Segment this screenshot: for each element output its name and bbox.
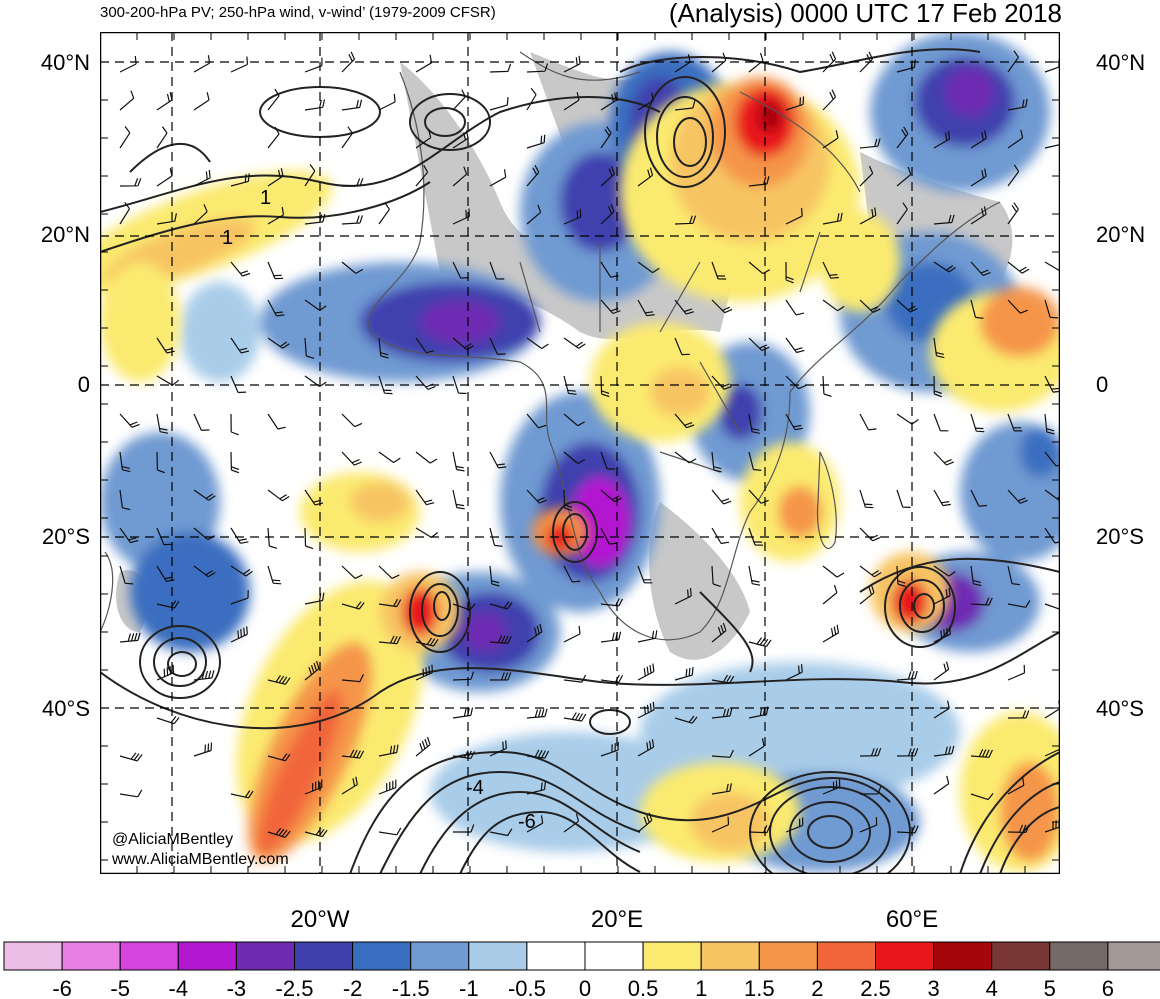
colorbar-box [410, 941, 470, 971]
colorbar-label: 6 [1102, 976, 1114, 999]
colorbar-box [642, 941, 702, 971]
colorbar-label: 1 [695, 976, 707, 999]
colorbar-label: 5 [1044, 976, 1056, 999]
colorbar-box [235, 941, 295, 971]
lon-label-60e: 60°E [885, 906, 939, 933]
colorbar-labels: -6 -5 -4 -3 -2.5 -2 -1.5 -1 -0.5 0 0.5 1 1.5 2 2.5 3 4 5 6 [52, 976, 1114, 999]
colorbar-label: -4 [169, 976, 189, 999]
lat-lon-grid [100, 32, 1060, 874]
credit-site: www.AliciaMBentley.com [111, 851, 289, 868]
colorbar-box [177, 941, 237, 971]
frame-ticks [100, 32, 1060, 874]
colorbar-box [758, 941, 818, 971]
credit-handle: @AliciaMBentley [112, 831, 233, 848]
coastlines [100, 51, 1001, 641]
lat-label-40n-left: 40°N [40, 50, 90, 75]
colorbar-label: 0 [579, 976, 591, 999]
map-frame [100, 32, 1060, 874]
lat-label-20s-right: 20°S [1096, 524, 1144, 549]
colorbar-box [816, 941, 877, 971]
contour-labels: 1 1 -4 -6 [222, 187, 536, 833]
lon-label-20w: 20°W [290, 906, 350, 933]
map-subtitle: 300-200-hPa PV; 250-hPa wind, v-wind’ (1… [100, 4, 496, 21]
colorbar-label: -1 [459, 976, 479, 999]
colorbar-box [933, 941, 993, 971]
map-title: (Analysis) 0000 UTC 17 Feb 2018 [668, 0, 1062, 28]
lat-label-40s-left: 40°S [42, 696, 90, 721]
contour-label: 1 [260, 187, 271, 209]
colorbar-box [294, 941, 354, 971]
contour-label: -4 [466, 777, 484, 799]
colorbar-label: -2.5 [276, 976, 314, 999]
colorbar-box [3, 941, 63, 971]
wind-barbs [119, 50, 1060, 838]
colorbar-box [61, 941, 121, 971]
colorbar-box [991, 941, 1051, 971]
colorbar-box [1049, 941, 1109, 971]
colorbar-box [119, 941, 179, 971]
colorbar-label: -2 [343, 976, 363, 999]
colorbar-box [875, 941, 935, 971]
colorbar-box [352, 941, 412, 971]
contour-label: -6 [518, 811, 536, 833]
lat-label-eq-right: 0 [1096, 372, 1109, 397]
pv-contours [100, 48, 1060, 874]
lat-label-20n-left: 20°N [40, 222, 90, 247]
colorbar-boxes [3, 941, 1160, 971]
colorbar-box [700, 941, 760, 971]
colorbar-label: -3 [227, 976, 247, 999]
colorbar-box [584, 941, 644, 971]
colorbar-label: -6 [52, 976, 72, 999]
colorbar-box [468, 941, 528, 971]
colorbar: -6 -5 -4 -3 -2.5 -2 -1.5 -1 -0.5 0 0.5 1 1.5 2 2.5 3 4 5 6 [3, 941, 1160, 999]
colorbar-box [526, 941, 586, 971]
lat-label-eq-left: 0 [77, 372, 90, 397]
colorbar-label: -0.5 [508, 976, 546, 999]
colorbar-label: 3 [927, 976, 939, 999]
pv-wind-map: 1 1 -4 -6 @AliciaMBentley www.AliciaMBen… [100, 32, 1060, 874]
lat-label-20n-right: 20°N [1096, 222, 1146, 247]
colorbar-label: 0.5 [628, 976, 659, 999]
colorbar-label: 4 [986, 976, 998, 999]
lat-label-20s-left: 20°S [42, 524, 90, 549]
colorbar-label: 1.5 [744, 976, 775, 999]
colorbar-label: -1.5 [392, 976, 430, 999]
contour-label: 1 [222, 227, 233, 249]
lat-label-40s-right: 40°S [1096, 696, 1144, 721]
colorbar-label: 2.5 [860, 976, 891, 999]
colorbar-box [1107, 941, 1160, 971]
lon-label-20e: 20°E [590, 906, 644, 933]
lat-label-40n-right: 40°N [1096, 50, 1146, 75]
shading-positive [100, 77, 1060, 872]
colorbar-label: -5 [110, 976, 130, 999]
colorbar-label: 2 [811, 976, 823, 999]
